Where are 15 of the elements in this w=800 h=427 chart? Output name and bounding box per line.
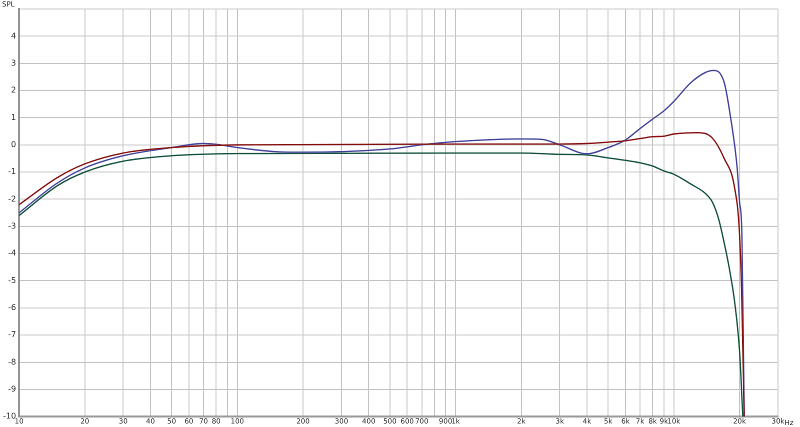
- y-tick-label: -3: [8, 221, 16, 230]
- y-tick-label: -2: [8, 194, 16, 204]
- y-tick-label: 4: [10, 31, 16, 40]
- y-tick-label: -7: [8, 330, 16, 340]
- y-tick-label: -4: [8, 248, 16, 258]
- y-tick-label: -1: [8, 167, 16, 176]
- y-tick-label: 3: [10, 58, 16, 68]
- y-tick-label: -5: [8, 276, 16, 285]
- y-tick-label: -8: [8, 357, 16, 366]
- y-tick-label: 1: [10, 112, 16, 122]
- y-tick-label: 2: [10, 86, 16, 95]
- y-tick-label: -9: [8, 384, 16, 394]
- y-tick-label: -10: [2, 412, 16, 421]
- y-tick-label: -6: [8, 302, 16, 312]
- y-tick-label: 0: [10, 140, 16, 149]
